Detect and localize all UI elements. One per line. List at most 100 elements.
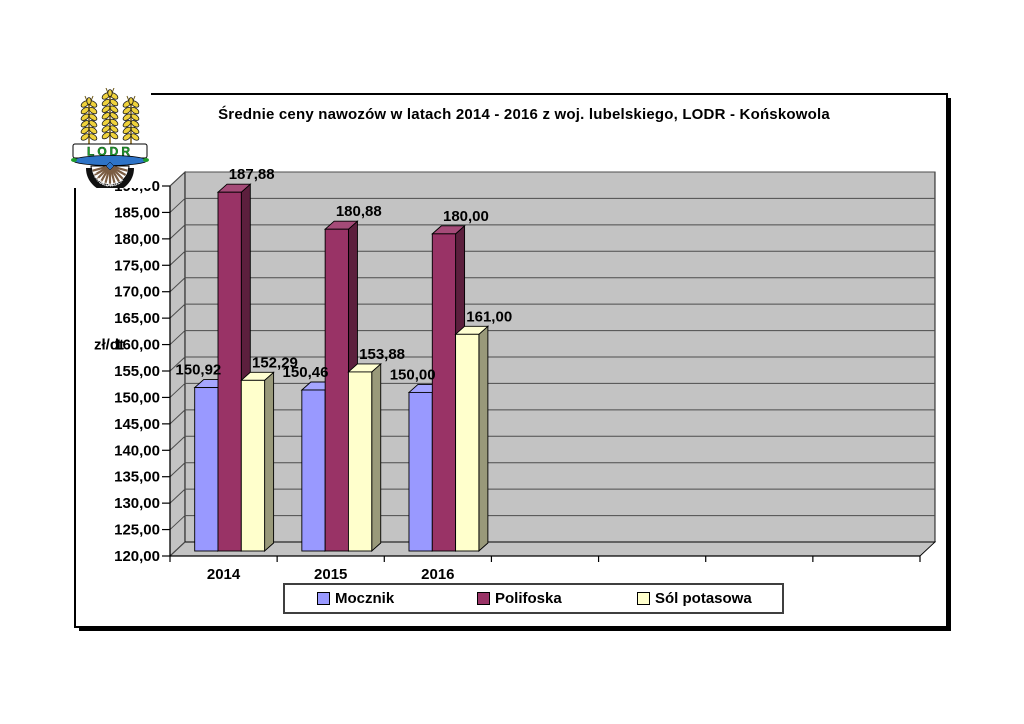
- legend-label: Mocznik: [335, 590, 395, 607]
- gridline-slant: [169, 435, 186, 451]
- wheat-grain: [122, 113, 132, 121]
- wheat-grain: [101, 118, 111, 127]
- wheat-grain: [109, 118, 119, 127]
- y-tick-label: 180,00: [114, 231, 160, 248]
- y-tick-label: 135,00: [114, 469, 160, 486]
- lodr-logo: LODR KOŃSKOWOLA: [69, 87, 151, 192]
- bar-polifoska-2014-label: 187,88: [229, 166, 275, 183]
- gridline-slant: [169, 198, 186, 213]
- wheat-grain: [109, 131, 119, 140]
- bar-s-l-potasowa-2016-side: [478, 325, 489, 553]
- logo-leaf-right: [143, 158, 149, 162]
- gridline-slant: [169, 303, 186, 319]
- wheat-grain: [130, 106, 140, 115]
- gridline-slant: [169, 356, 186, 372]
- y-axis-label: zł/dt: [94, 337, 124, 354]
- wheat-grain: [130, 113, 140, 121]
- bar-s-l-potasowa-2014-label: 152,29: [252, 354, 298, 371]
- bar-mocznik-2014: [194, 387, 219, 552]
- y-tick-label: 165,00: [114, 310, 160, 327]
- chart-legend: Mocznik Polifoska Sól potasowa: [283, 583, 784, 614]
- wheat-grain: [80, 133, 90, 141]
- bar-mocznik-2016-label: 150,00: [390, 366, 436, 383]
- y-tick-label: 145,00: [114, 416, 160, 433]
- bar-polifoska-2015: [324, 228, 349, 552]
- gridline-slant: [169, 541, 186, 557]
- bar-s-l-potasowa-2015: [347, 371, 373, 552]
- bar-mocznik-2015: [301, 389, 326, 552]
- bar-s-l-potasowa-2015-label: 153,88: [359, 346, 405, 363]
- bar-polifoska-2016-label: 180,00: [443, 208, 489, 225]
- bar-mocznik-2015-label: 150,46: [283, 364, 329, 381]
- legend-label: Sól potasowa: [655, 590, 752, 607]
- bar-s-l-potasowa-2016-label: 161,00: [466, 308, 512, 325]
- y-tick-label: 140,00: [114, 442, 160, 459]
- wheat-grain: [80, 126, 90, 135]
- legend-label: Polifoska: [495, 590, 562, 607]
- wheat-grain: [107, 89, 113, 97]
- gridline-slant: [169, 171, 186, 187]
- wheat-grain: [101, 125, 111, 133]
- gridline-slant: [169, 409, 186, 425]
- wheat-grain: [80, 120, 90, 128]
- wheat-grain: [88, 120, 98, 128]
- bar-polifoska-2016: [431, 233, 457, 552]
- wheat-grain: [122, 126, 132, 135]
- gridline-slant: [169, 277, 186, 293]
- legend-item-sol-potasowa: Sól potasowa: [637, 585, 752, 612]
- bar-s-l-potasowa-2016: [455, 333, 480, 552]
- bar-polifoska-2014: [217, 191, 242, 552]
- bar-mocznik-2016: [408, 391, 433, 552]
- y-tick-label: 185,00: [114, 204, 160, 221]
- bar-mocznik-2014-label: 150,92: [175, 362, 221, 379]
- gridline-slant: [169, 383, 186, 398]
- wheat-grain: [80, 106, 90, 115]
- logo-hub: [105, 161, 115, 171]
- x-category-label: 2014: [207, 566, 241, 583]
- legend-item-polifoska: Polifoska: [477, 585, 562, 612]
- legend-swatch-polifoska: [477, 592, 490, 605]
- wheat-grain: [88, 106, 98, 115]
- chart-title: Średnie ceny nawozów w latach 2014 - 201…: [218, 106, 830, 123]
- gridline-slant: [169, 515, 186, 530]
- wheat-grain: [101, 105, 111, 113]
- wheat-grain: [130, 120, 140, 128]
- wheat-grain: [130, 133, 140, 141]
- gridline-slant: [169, 330, 186, 345]
- y-tick-label: 125,00: [114, 522, 160, 539]
- wheat-grain: [109, 112, 119, 120]
- floor: [168, 541, 937, 557]
- legend-item-mocznik: Mocznik: [317, 585, 394, 612]
- wheat-grain: [122, 120, 132, 128]
- bar-s-l-potasowa-2014-side: [264, 371, 275, 553]
- wheat-grain: [109, 98, 119, 107]
- x-category-label: 2016: [421, 566, 454, 583]
- y-tick-label: 150,00: [114, 389, 160, 406]
- wheat-grain: [109, 125, 119, 133]
- wheat-grain: [122, 133, 132, 141]
- gridline-slant: [169, 488, 186, 504]
- bar-s-l-potasowa-2015-side: [371, 362, 382, 553]
- logo-abbr-text: LODR: [87, 145, 133, 159]
- wheat-grain: [128, 97, 134, 105]
- y-tick-label: 160,00: [114, 337, 160, 354]
- wheat-grain: [88, 126, 98, 135]
- gridline-slant: [169, 224, 186, 240]
- y-tick-label: 175,00: [114, 257, 160, 274]
- wheat-grain: [101, 98, 111, 107]
- lodr-logo-image: LODR KOŃSKOWOLA: [71, 87, 149, 192]
- wheat-grain: [80, 113, 90, 121]
- logo-leaf-left: [71, 158, 77, 162]
- wheat-grain: [88, 113, 98, 121]
- gridline-slant: [169, 462, 186, 478]
- y-tick-label: 130,00: [114, 495, 160, 512]
- wheat-grain: [130, 126, 140, 135]
- bar-polifoska-2015-label: 180,88: [336, 203, 382, 220]
- y-tick-label: 155,00: [114, 363, 160, 380]
- x-category-label: 2015: [314, 566, 347, 583]
- gridline-slant: [169, 250, 186, 266]
- legend-swatch-mocznik: [317, 592, 330, 605]
- y-tick-label: 120,00: [114, 548, 160, 565]
